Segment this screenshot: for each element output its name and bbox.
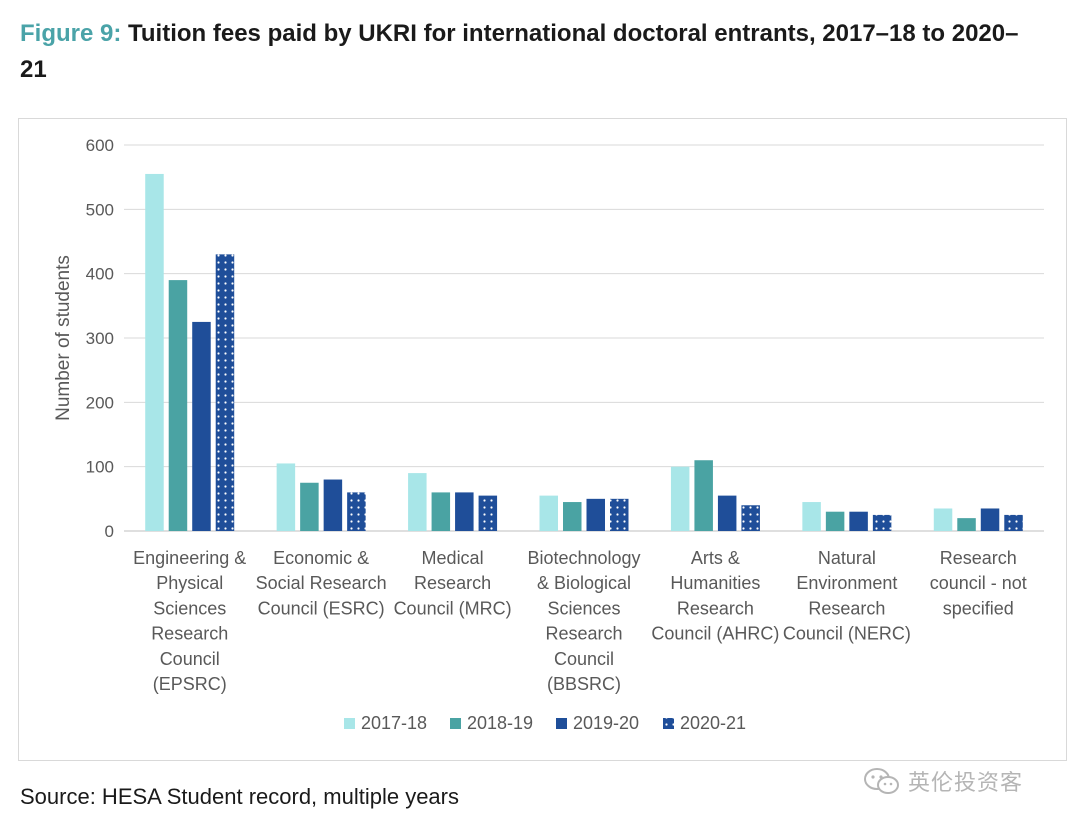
bar-2018-19 (168, 280, 188, 531)
legend-label: 2018-19 (467, 713, 533, 733)
bar-2019-20 (455, 492, 474, 531)
bar-2018-19 (431, 492, 451, 531)
x-category-label-line: Council (AHRC) (651, 624, 779, 644)
x-category-label-line: Medical (422, 548, 484, 568)
legend-label: 2020-21 (680, 713, 746, 733)
legend-swatch (556, 718, 567, 729)
bar-2020-21 (215, 254, 235, 531)
x-category-label-line: Biotechnology (527, 548, 640, 568)
bar-2017-18 (276, 463, 296, 531)
y-tick-label: 500 (86, 200, 114, 219)
legend-swatch (450, 718, 461, 729)
x-category-label-line: Council (160, 649, 220, 669)
y-tick-label: 0 (105, 522, 114, 541)
x-category-label-line: Research (414, 573, 491, 593)
legend-label: 2019-20 (573, 713, 639, 733)
y-axis-title: Number of students (53, 255, 74, 421)
x-category-label-line: Council (554, 649, 614, 669)
legend-label: 2017-18 (361, 713, 427, 733)
x-category-label-line: Natural (818, 548, 876, 568)
x-category-label-line: Research (677, 598, 754, 618)
x-category-label: Engineering & Physical Sciences Research Cou… (133, 548, 246, 694)
x-category-label-line: (EPSRC) (153, 674, 227, 694)
bar-2019-20 (980, 508, 1000, 531)
bar-2020-21 (741, 505, 760, 531)
bar-2017-18 (933, 508, 953, 531)
x-category-label: Medical Research Council (MRC) (394, 548, 512, 618)
x-category-label-line: Research (940, 548, 1017, 568)
x-category-label-line: Research (545, 624, 622, 644)
x-category-label-line: Council (ESRC) (258, 598, 385, 618)
x-category-label-line: Engineering & (133, 548, 246, 568)
x-category-label-line: Economic & (273, 548, 369, 568)
x-category-label-line: & Biological (537, 573, 631, 593)
bar-2020-21 (610, 498, 629, 531)
bar-2018-19 (825, 511, 845, 531)
bar-2019-20 (717, 495, 737, 531)
bar-2017-18 (670, 466, 690, 531)
y-tick-label: 600 (86, 136, 114, 155)
bar-2018-19 (300, 482, 319, 531)
watermark-text: 英伦投资客 (908, 770, 1024, 795)
figure-label: Figure 9: (20, 20, 122, 47)
bar-2020-21 (872, 514, 892, 531)
figure-title-text: Tuition fees paid by UKRI for internatio… (20, 20, 1019, 83)
x-category-label-line: Sciences (153, 598, 226, 618)
x-category-label-line: Research (808, 598, 885, 618)
bar-2020-21 (347, 492, 366, 531)
bar-2018-19 (694, 460, 713, 531)
bar-2017-18 (802, 502, 821, 531)
bar-chart: 0 100 200 300 400 500 600 Number of students Eng… (53, 136, 1044, 733)
bar-2019-20 (849, 511, 868, 531)
wechat-icon (864, 768, 899, 794)
x-category-label-line: Humanities (670, 573, 760, 593)
x-category-label: Natural Environment Research Council (NERC) (783, 548, 911, 644)
bar-2017-18 (539, 495, 558, 531)
x-category-label-line: Environment (796, 573, 897, 593)
x-category-label-line: Council (MRC) (394, 598, 512, 618)
bar-2020-21 (478, 495, 498, 531)
y-tick-label: 200 (86, 393, 114, 412)
bar-2018-19 (957, 518, 976, 531)
x-category-label-line: (BBSRC) (547, 674, 621, 694)
y-tick-label: 400 (86, 265, 114, 284)
bar-2017-18 (408, 473, 427, 531)
x-category-label-line: specified (943, 598, 1014, 618)
x-category-label: Research council - not specified (930, 548, 1027, 618)
legend-swatch (344, 718, 355, 729)
bar-2017-18 (145, 173, 164, 531)
chart-container: 0 100 200 300 400 500 600 Number of students Eng… (18, 118, 1067, 761)
bar-2018-19 (563, 502, 582, 531)
x-category-label-line: council - not (930, 573, 1027, 593)
x-category-label-line: Council (NERC) (783, 624, 911, 644)
y-tick-label: 100 (86, 458, 114, 477)
bar-2020-21 (1004, 514, 1023, 531)
watermark: 英伦投资客 (862, 764, 1062, 798)
bar-2019-20 (586, 498, 605, 531)
x-category-label-line: Social Research (256, 573, 387, 593)
legend-swatch (663, 718, 674, 729)
x-category-label-line: Physical (156, 573, 223, 593)
x-category-label: Economic & Social Research Council (ESRC) (256, 548, 387, 618)
x-category-label-line: Research (151, 624, 228, 644)
x-category-label-line: Sciences (547, 598, 620, 618)
source-note: Source: HESA Student record, multiple ye… (20, 784, 459, 809)
bar-2019-20 (323, 479, 343, 531)
figure-title: Figure 9: Tuition fees paid by UKRI for … (20, 16, 1020, 88)
x-category-label-line: Arts & (691, 548, 740, 568)
bar-2019-20 (192, 321, 211, 531)
x-category-label: Arts & Humanities Research Council (AHRC) (651, 548, 779, 644)
y-tick-label: 300 (86, 329, 114, 348)
x-category-label: Biotechnology & Biological Sciences Researc… (527, 548, 640, 694)
